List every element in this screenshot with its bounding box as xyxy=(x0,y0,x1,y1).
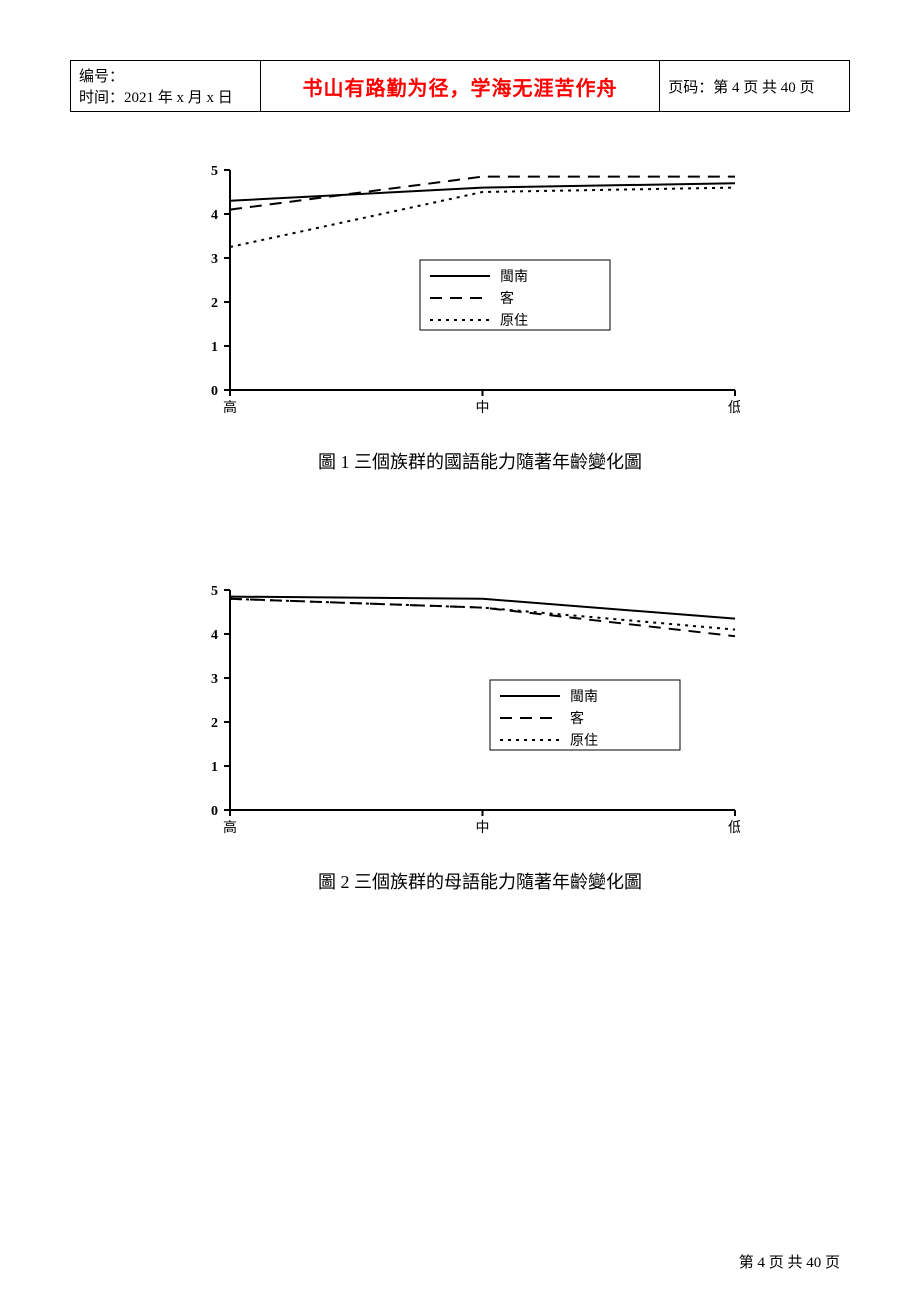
svg-text:中: 中 xyxy=(476,820,490,836)
svg-text:閩南: 閩南 xyxy=(570,689,598,705)
svg-text:0: 0 xyxy=(211,384,218,399)
svg-text:0: 0 xyxy=(211,804,218,819)
doc-time: 时间：2021 年 x 月 x 日 xyxy=(79,86,252,107)
svg-text:4: 4 xyxy=(211,208,218,223)
svg-text:原住: 原住 xyxy=(500,313,528,329)
chart-2-container: 0 1 2 3 4 5 高 中 低 閩南客原住 圖 2 三個族群的母語能力隨著年齡變化圖 xyxy=(180,580,780,894)
svg-text:2: 2 xyxy=(211,716,218,731)
svg-text:4: 4 xyxy=(211,628,218,643)
svg-text:低: 低 xyxy=(728,400,740,416)
svg-text:3: 3 xyxy=(211,252,218,267)
svg-text:閩南: 閩南 xyxy=(500,269,528,285)
svg-text:低: 低 xyxy=(728,820,740,836)
chart-1-caption: 圖 1 三個族群的國語能力隨著年齡變化圖 xyxy=(180,448,780,474)
svg-text:5: 5 xyxy=(211,584,218,599)
svg-text:高: 高 xyxy=(223,399,237,416)
svg-text:1: 1 xyxy=(211,340,218,355)
header-left-cell: 编号： 时间：2021 年 x 月 x 日 xyxy=(71,61,261,112)
svg-text:2: 2 xyxy=(211,296,218,311)
chart-1-container: 0 1 2 3 4 5 高 中 低 閩南客原住 圖 1 三個族群的國語能力隨著年齡變化圖 xyxy=(180,160,780,474)
svg-text:1: 1 xyxy=(211,760,218,775)
motto-text: 书山有路勤为径，学海无涯苦作舟 xyxy=(302,78,617,100)
header-table: 编号： 时间：2021 年 x 月 x 日 书山有路勤为径，学海无涯苦作舟 页码… xyxy=(70,60,850,112)
svg-text:原住: 原住 xyxy=(570,733,598,749)
header-center-cell: 书山有路勤为径，学海无涯苦作舟 xyxy=(260,61,659,112)
svg-text:客: 客 xyxy=(500,290,514,307)
svg-text:5: 5 xyxy=(211,164,218,179)
header-right-cell: 页码：第 4 页 共 40 页 xyxy=(660,61,850,112)
chart-1-svg: 0 1 2 3 4 5 高 中 低 閩南客原住 xyxy=(180,160,740,440)
svg-text:3: 3 xyxy=(211,672,218,687)
page-indicator: 页码：第 4 页 共 40 页 xyxy=(668,80,814,96)
doc-number-label: 编号： xyxy=(79,65,252,86)
chart-2-svg: 0 1 2 3 4 5 高 中 低 閩南客原住 xyxy=(180,580,740,860)
svg-text:客: 客 xyxy=(570,710,584,727)
svg-text:高: 高 xyxy=(223,819,237,836)
svg-text:中: 中 xyxy=(476,400,490,416)
chart-2-caption: 圖 2 三個族群的母語能力隨著年齡變化圖 xyxy=(180,868,780,894)
page-footer: 第 4 页 共 40 页 xyxy=(739,1251,840,1272)
